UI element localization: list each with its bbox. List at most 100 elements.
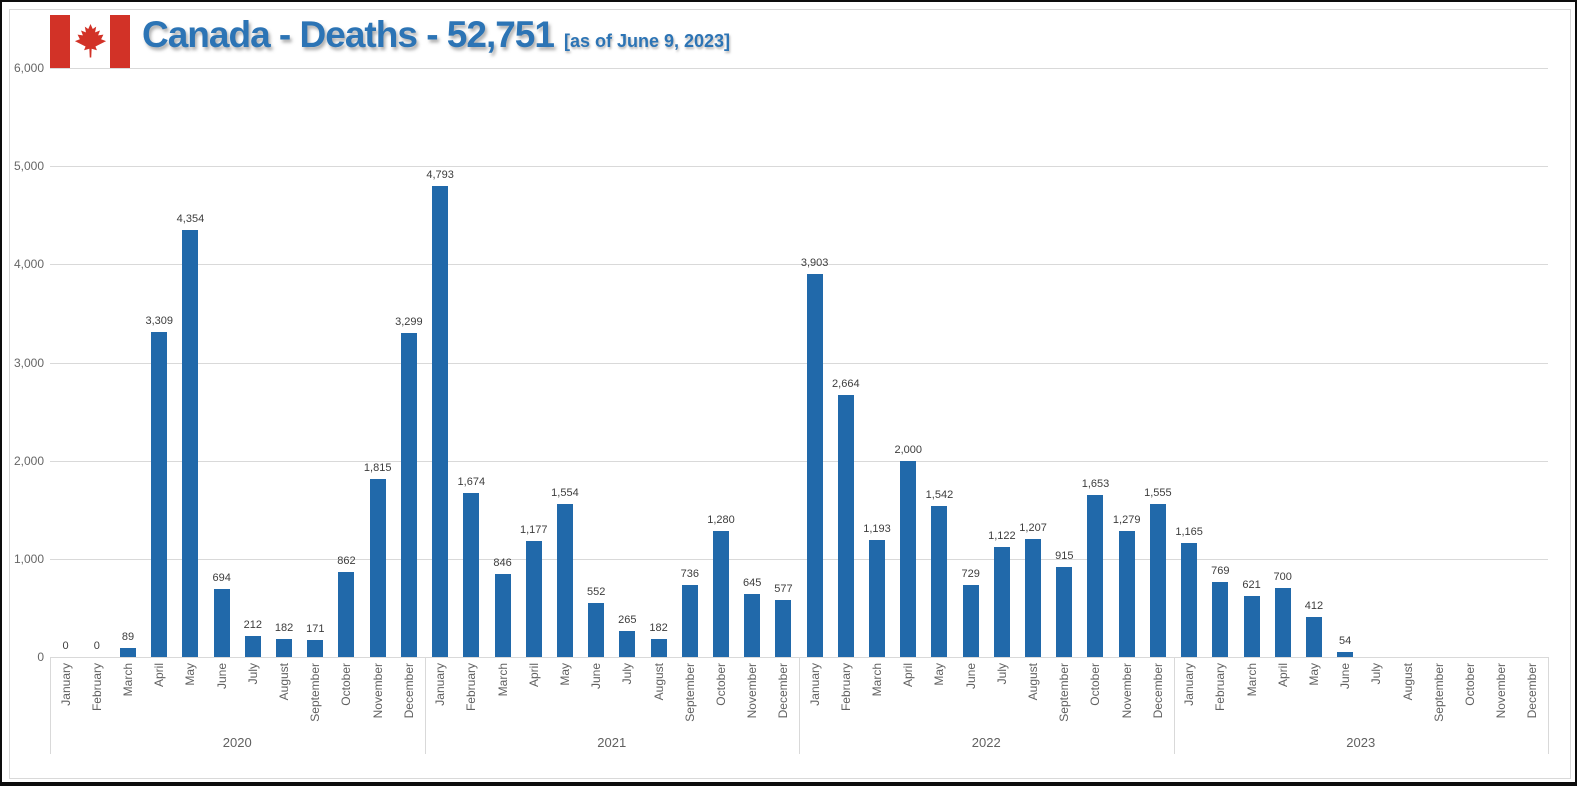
bar-value-label: 1,542 — [925, 488, 954, 501]
x-axis-month-label: March — [1244, 663, 1259, 697]
bar-value-label: 1,165 — [1175, 525, 1203, 538]
bar-march-2020 — [120, 648, 137, 657]
year-divider-line — [799, 657, 800, 754]
x-axis-month-label: November — [1119, 663, 1134, 719]
x-axis-month-label: May — [1306, 663, 1321, 686]
x-axis-month-label: March — [121, 663, 136, 697]
x-axis-month-label: July — [620, 663, 635, 685]
bar-march-2023 — [1243, 596, 1260, 657]
bar-april-2022 — [900, 460, 917, 657]
x-axis-month-label: August — [651, 663, 666, 701]
bar-value-label: 265 — [618, 613, 637, 626]
bar-april-2020 — [151, 332, 168, 657]
bar-march-2022 — [869, 539, 886, 657]
bar-value-label: 3,903 — [800, 256, 829, 269]
x-axis-month-label: May — [183, 663, 198, 686]
y-axis-tick-label: 3,000 — [13, 355, 44, 370]
bar-value-label: 577 — [774, 583, 793, 596]
bar-august-2020 — [276, 639, 293, 657]
gridline — [50, 362, 1548, 364]
x-axis-month-label: April — [901, 663, 916, 688]
bar-december-2022 — [1149, 504, 1166, 657]
bar-june-2021 — [588, 602, 605, 657]
x-axis-month-label: September — [308, 663, 323, 722]
year-divider-line — [424, 657, 426, 754]
bar-value-label: 736 — [680, 567, 699, 580]
x-axis-month-label: July — [994, 663, 1009, 685]
bar-december-2020 — [400, 333, 417, 657]
bar-april-2021 — [525, 541, 542, 657]
bar-january-2023 — [1181, 542, 1198, 657]
x-axis-month-label: December — [776, 663, 791, 719]
bar-july-2022 — [993, 546, 1010, 657]
gridline — [50, 460, 1548, 462]
bar-value-label: 694 — [212, 571, 231, 584]
x-axis-month-label: June — [214, 663, 229, 690]
canada-flag-icon — [50, 15, 130, 68]
bar-october-2020 — [338, 572, 355, 657]
bar-value-label: 1,207 — [1019, 521, 1047, 534]
bar-march-2021 — [494, 573, 511, 657]
bar-value-label: 2,000 — [894, 443, 922, 456]
x-axis-month-label: April — [1275, 663, 1290, 688]
bar-value-label: 769 — [1211, 564, 1230, 577]
y-axis-tick-label: 2,000 — [13, 453, 44, 468]
bar-value-label: 1,279 — [1112, 514, 1141, 527]
bar-september-2020 — [307, 640, 324, 657]
bar-value-label: 729 — [961, 568, 980, 581]
x-axis-month-label: July — [1369, 663, 1384, 685]
bar-value-label: 89 — [121, 631, 135, 644]
bar-value-label: 1,555 — [1144, 487, 1172, 500]
x-axis-month-label: December — [1525, 663, 1540, 719]
bar-january-2022 — [806, 273, 823, 657]
x-axis-month-label: January — [433, 663, 448, 706]
x-axis-month-label: January — [807, 663, 822, 706]
bar-may-2021 — [556, 504, 573, 657]
x-axis-year-label: 2023 — [1346, 735, 1376, 750]
year-divider-line — [50, 657, 51, 754]
x-axis-month-label: September — [1057, 663, 1072, 722]
x-axis-month-label: June — [589, 663, 604, 690]
gridline — [50, 68, 1548, 69]
bar-may-2020 — [182, 229, 199, 657]
gridline — [50, 264, 1548, 266]
bar-november-2022 — [1118, 531, 1135, 657]
x-axis-month-label: April — [526, 663, 541, 688]
x-axis-month-label: October — [339, 663, 354, 706]
bar-january-2021 — [432, 186, 449, 657]
y-axis-tick-label: 5,000 — [13, 159, 44, 174]
bar-value-label: 182 — [274, 622, 294, 635]
bar-november-2021 — [744, 593, 761, 657]
bar-value-label: 182 — [649, 622, 668, 635]
bar-august-2021 — [650, 639, 667, 657]
bar-value-label: 2,664 — [832, 378, 860, 391]
page-title: Canada - Deaths - 52,751 — [142, 14, 555, 55]
bar-value-label: 1,122 — [988, 529, 1016, 542]
x-axis-month-label: May — [557, 663, 572, 686]
bar-value-label: 4,354 — [176, 212, 205, 225]
bar-value-label: 862 — [337, 555, 356, 568]
bar-june-2023 — [1337, 651, 1354, 657]
gridline — [50, 166, 1548, 168]
y-axis-tick-label: 1,000 — [13, 551, 44, 566]
bar-value-label: 846 — [493, 556, 512, 569]
x-axis-month-label: June — [1338, 663, 1353, 690]
bar-value-label: 645 — [743, 576, 762, 589]
bar-june-2020 — [213, 588, 230, 657]
bar-april-2023 — [1274, 588, 1291, 657]
x-axis-month-label: December — [1150, 663, 1165, 719]
x-axis-month-label: January — [58, 663, 73, 706]
year-divider-line — [1548, 657, 1549, 754]
bar-value-label: 1,674 — [457, 475, 486, 488]
bar-value-label: 621 — [1242, 579, 1261, 592]
bar-july-2020 — [244, 636, 261, 657]
x-axis-month-label: November — [1494, 663, 1509, 719]
x-axis-year-label: 2020 — [222, 735, 252, 750]
y-axis-tick-label: 0 — [37, 650, 44, 664]
x-axis-month-label: July — [245, 663, 260, 685]
page-subtitle: [as of June 9, 2023] — [563, 31, 731, 51]
bar-value-label: 0 — [62, 640, 69, 652]
bar-september-2022 — [1056, 567, 1073, 657]
bar-value-label: 915 — [1055, 550, 1074, 563]
